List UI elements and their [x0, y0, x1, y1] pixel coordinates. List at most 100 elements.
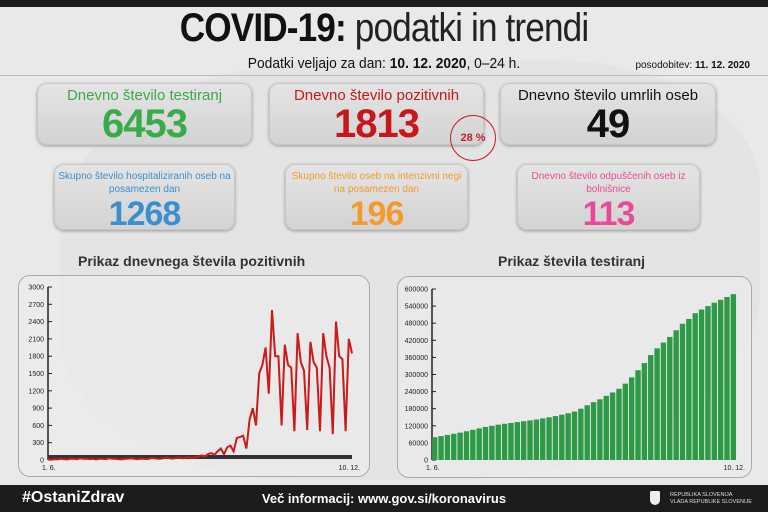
bar [622, 383, 629, 460]
title-bold: COVID-19: [179, 6, 347, 50]
y-tick-label: 120000 [405, 423, 428, 430]
bar [476, 428, 482, 460]
bar [698, 309, 705, 460]
y-tick-label: 1500 [28, 371, 44, 378]
y-tick-label: 600000 [405, 287, 428, 294]
stat-card-icu: Skupno število oseb na intenzivni negi n… [285, 164, 468, 233]
bar [565, 413, 571, 460]
bar [584, 405, 590, 460]
y-tick-label: 600 [32, 423, 44, 430]
stat-value: 196 [349, 195, 405, 233]
stat-card-discharged: Dnevno število odpuščenih oseb iz bolniš… [517, 164, 700, 232]
bar [616, 388, 622, 460]
bar [470, 429, 476, 460]
bar [444, 434, 451, 460]
bar [514, 422, 521, 460]
stat-label: Dnevno število testiranj [66, 87, 223, 104]
stat-card-hospitalized: Skupno število hospitaliziranih oseb na … [54, 164, 235, 233]
bar [603, 395, 609, 460]
bar [635, 370, 641, 460]
stat-value: 1268 [108, 195, 182, 233]
bar [540, 418, 546, 460]
bar [463, 431, 470, 460]
bar [495, 424, 501, 460]
x-start-label: 1. 6. [42, 465, 56, 472]
bar [590, 402, 597, 460]
bar [679, 323, 686, 460]
y-tick-label: 480000 [405, 321, 428, 328]
x-end-label: 10. 12. [339, 465, 360, 472]
bar [501, 423, 508, 460]
bar [597, 399, 603, 460]
subtitle-suffix: , 0–24 h. [466, 55, 521, 72]
y-tick-label: 300 [32, 440, 44, 447]
bar [686, 318, 692, 460]
bar [641, 363, 648, 460]
bar [520, 421, 527, 460]
bar [660, 342, 667, 460]
stat-card-positive: Dnevno število pozitivnih 1813 [269, 83, 484, 145]
bar [730, 294, 737, 460]
y-tick-label: 1200 [28, 388, 44, 395]
y-tick-label: 300000 [405, 372, 428, 379]
y-tick-label: 360000 [405, 355, 428, 362]
bar [705, 306, 711, 460]
update-value: 11. 12. 2020 [694, 60, 750, 71]
bar [546, 417, 552, 460]
coat-of-arms-icon [650, 491, 660, 505]
update-date: posodobitev: 11. 12. 2020 [635, 60, 750, 71]
update-label: posodobitev: [635, 60, 695, 71]
stat-card-deaths: Dnevno število umrlih oseb 49 [500, 83, 716, 145]
y-tick-label: 2400 [28, 319, 44, 326]
bar [711, 302, 717, 460]
info-link[interactable]: Več informacij: www.gov.si/koronavirus [261, 491, 507, 506]
bar [451, 433, 457, 460]
bar [489, 425, 495, 460]
chart-box-positive [18, 275, 370, 477]
y-tick-label: 0 [40, 458, 44, 465]
series-line [47, 310, 353, 461]
y-tick-label: 3000 [28, 285, 44, 292]
bar [717, 299, 724, 460]
y-tick-label: 180000 [405, 406, 428, 413]
chart-title-positive: Prikaz dnevnega števila pozitivnih [78, 253, 306, 269]
bar [692, 313, 698, 460]
bar [457, 432, 463, 460]
bar [609, 392, 616, 460]
y-tick-label: 2100 [28, 336, 44, 343]
bar [578, 408, 584, 460]
y-tick-label: 2700 [28, 302, 44, 309]
y-tick-label: 900 [32, 406, 44, 413]
stat-card-tests: Dnevno število testiranj 6453 [37, 83, 252, 145]
bar [552, 416, 559, 460]
title-rest: podatki in trendi [354, 6, 589, 50]
y-tick-label: 540000 [405, 304, 428, 311]
bar [654, 348, 660, 460]
y-tick-label: 420000 [405, 338, 428, 345]
y-tick-label: 60000 [409, 440, 429, 447]
bar [508, 422, 514, 460]
y-tick-label: 1800 [28, 354, 44, 361]
gov-line1: REPUBLIKA SLOVENIJA [670, 492, 733, 498]
bar [432, 437, 438, 460]
bar [673, 330, 679, 460]
bar [724, 296, 730, 460]
bar [559, 414, 565, 460]
footer: #OstaniZdrav Več informacij: www.gov.si/… [0, 485, 768, 512]
y-tick-label: 240000 [405, 389, 428, 396]
subtitle: Podatki veljajo za dan: 10. 12. 2020, 0–… [31, 55, 738, 72]
hashtag: #OstaniZdrav [22, 489, 125, 506]
chart-title-tests: Prikaz števila testiranj [498, 253, 646, 269]
stat-value: 1813 [334, 102, 420, 146]
stat-label: Skupno število hospitaliziranih oseb na … [58, 171, 231, 195]
divider [0, 75, 768, 76]
bar [438, 436, 444, 460]
page-title: COVID-19: podatki in trendi [46, 6, 722, 51]
stat-value: 6453 [102, 102, 188, 146]
top-band [0, 0, 768, 7]
gov-line2: VLADA REPUBLIKE SLOVENIJE [670, 499, 752, 505]
positive-share-badge: 28 % [450, 115, 496, 161]
bar [571, 411, 578, 460]
stat-label: Skupno število oseb na intenzivni negi n… [291, 171, 462, 195]
x-start-label: 1. 6. [426, 465, 440, 472]
